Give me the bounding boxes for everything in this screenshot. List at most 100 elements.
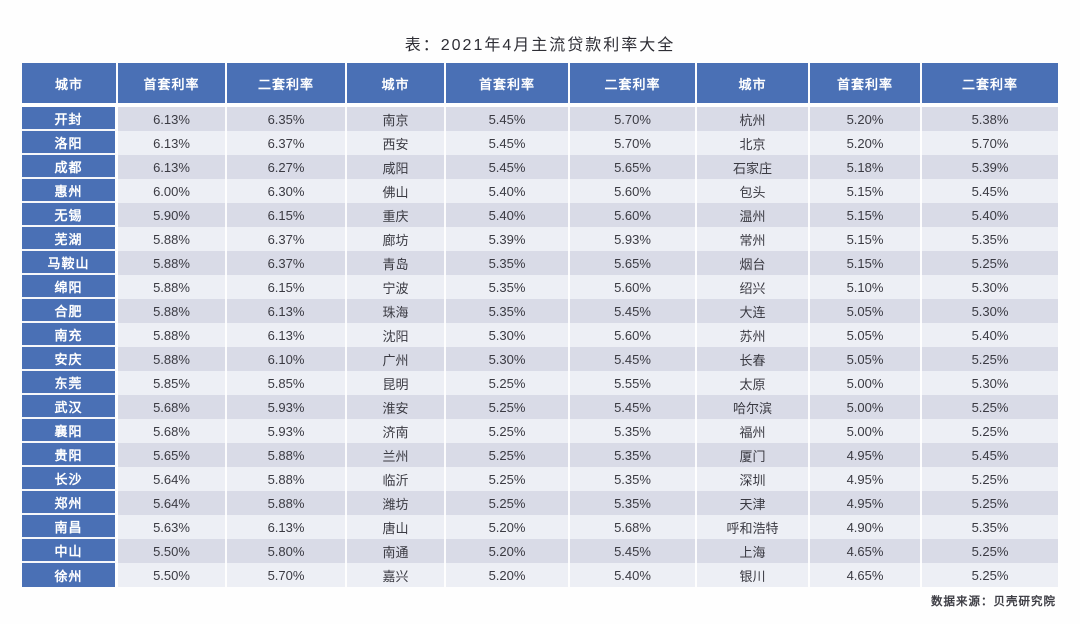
city-cell: 贵阳 (22, 443, 118, 467)
table-header: 城市 首套利率 二套利率 城市 首套利率 二套利率 城市 首套利率 二套利率 (22, 63, 1058, 107)
city-cell: 烟台 (697, 251, 810, 275)
rate-cell: 6.13% (118, 131, 227, 155)
rate-cell: 5.25% (922, 539, 1058, 563)
rate-cell: 5.50% (118, 539, 227, 563)
header-cell: 城市 (22, 63, 118, 107)
city-cell: 温州 (697, 203, 810, 227)
city-cell: 常州 (697, 227, 810, 251)
city-cell: 厦门 (697, 443, 810, 467)
rate-cell: 4.90% (810, 515, 922, 539)
city-cell: 武汉 (22, 395, 118, 419)
city-cell: 长春 (697, 347, 810, 371)
city-cell: 包头 (697, 179, 810, 203)
rate-cell: 6.37% (227, 131, 347, 155)
rate-cell: 5.25% (446, 395, 570, 419)
city-cell: 惠州 (22, 179, 118, 203)
rate-cell: 5.68% (118, 395, 227, 419)
header-cell: 城市 (347, 63, 446, 107)
header-cell: 首套利率 (810, 63, 922, 107)
rate-cell: 5.25% (446, 443, 570, 467)
city-cell: 哈尔滨 (697, 395, 810, 419)
rate-cell: 5.25% (922, 467, 1058, 491)
rate-cell: 5.35% (446, 251, 570, 275)
rate-cell: 5.35% (570, 467, 697, 491)
rate-cell: 5.50% (118, 563, 227, 587)
rate-cell: 6.13% (227, 299, 347, 323)
city-cell: 上海 (697, 539, 810, 563)
rate-cell: 5.25% (922, 419, 1058, 443)
table-row: 洛阳 6.13% 6.37% 西安 5.45% 5.70% 北京 5.20% 5.70% (22, 131, 1058, 155)
city-cell: 南充 (22, 323, 118, 347)
rate-cell: 5.35% (446, 299, 570, 323)
table-row: 惠州 6.00% 6.30% 佛山 5.40% 5.60% 包头 5.15% 5.45% (22, 179, 1058, 203)
rate-cell: 5.00% (810, 419, 922, 443)
rate-cell: 5.65% (118, 443, 227, 467)
rate-cell: 5.30% (922, 371, 1058, 395)
rate-cell: 5.88% (227, 443, 347, 467)
table-row: 无锡 5.90% 6.15% 重庆 5.40% 5.60% 温州 5.15% 5.40% (22, 203, 1058, 227)
table-row: 安庆 5.88% 6.10% 广州 5.30% 5.45% 长春 5.05% 5.25% (22, 347, 1058, 371)
rate-cell: 5.20% (446, 515, 570, 539)
city-cell: 洛阳 (22, 131, 118, 155)
rate-cell: 5.68% (118, 419, 227, 443)
table-body: 开封 6.13% 6.35% 南京 5.45% 5.70% 杭州 5.20% 5.38% 洛阳 6.… (22, 107, 1058, 587)
rate-cell: 5.60% (570, 179, 697, 203)
city-cell: 开封 (22, 107, 118, 131)
rate-cell: 6.37% (227, 251, 347, 275)
rate-cell: 5.05% (810, 347, 922, 371)
city-cell: 唐山 (347, 515, 446, 539)
city-cell: 长沙 (22, 467, 118, 491)
rate-cell: 5.88% (118, 347, 227, 371)
city-cell: 北京 (697, 131, 810, 155)
rate-cell: 5.40% (570, 563, 697, 587)
rate-cell: 5.25% (446, 371, 570, 395)
rate-cell: 5.93% (227, 419, 347, 443)
rate-cell: 5.93% (227, 395, 347, 419)
city-cell: 淮安 (347, 395, 446, 419)
rate-cell: 5.30% (446, 347, 570, 371)
rate-cell: 5.45% (570, 395, 697, 419)
rate-cell: 5.68% (570, 515, 697, 539)
city-cell: 太原 (697, 371, 810, 395)
rate-cell: 5.40% (446, 179, 570, 203)
table-row: 郑州 5.64% 5.88% 潍坊 5.25% 5.35% 天津 4.95% 5.25% (22, 491, 1058, 515)
rate-cell: 5.25% (446, 419, 570, 443)
table-title: 表：2021年4月主流贷款利率大全 (404, 37, 676, 54)
rate-cell: 5.45% (570, 539, 697, 563)
rate-cell: 5.45% (922, 443, 1058, 467)
city-cell: 大连 (697, 299, 810, 323)
city-cell: 嘉兴 (347, 563, 446, 587)
rate-cell: 5.93% (570, 227, 697, 251)
rate-cell: 6.13% (118, 107, 227, 131)
table-row: 东莞 5.85% 5.85% 昆明 5.25% 5.55% 太原 5.00% 5.30% (22, 371, 1058, 395)
table-row: 绵阳 5.88% 6.15% 宁波 5.35% 5.60% 绍兴 5.10% 5.30% (22, 275, 1058, 299)
rate-cell: 5.20% (810, 107, 922, 131)
rate-cell: 5.85% (118, 371, 227, 395)
rate-cell: 5.18% (810, 155, 922, 179)
rate-cell: 5.45% (446, 131, 570, 155)
city-cell: 石家庄 (697, 155, 810, 179)
table-row: 武汉 5.68% 5.93% 淮安 5.25% 5.45% 哈尔滨 5.00% 5.25% (22, 395, 1058, 419)
rate-cell: 5.45% (446, 155, 570, 179)
city-cell: 沈阳 (347, 323, 446, 347)
rate-cell: 5.25% (922, 395, 1058, 419)
rate-cell: 5.45% (570, 299, 697, 323)
rate-cell: 5.45% (922, 179, 1058, 203)
city-cell: 西安 (347, 131, 446, 155)
rate-cell: 5.40% (922, 203, 1058, 227)
city-cell: 南昌 (22, 515, 118, 539)
rate-cell: 5.05% (810, 323, 922, 347)
city-cell: 兰州 (347, 443, 446, 467)
rate-cell: 4.95% (810, 491, 922, 515)
rate-cell: 5.35% (446, 275, 570, 299)
rate-cell: 5.45% (570, 347, 697, 371)
city-cell: 苏州 (697, 323, 810, 347)
city-cell: 呼和浩特 (697, 515, 810, 539)
city-cell: 中山 (22, 539, 118, 563)
rate-cell: 5.30% (446, 323, 570, 347)
table-row: 南充 5.88% 6.13% 沈阳 5.30% 5.60% 苏州 5.05% 5.40% (22, 323, 1058, 347)
rate-cell: 5.55% (570, 371, 697, 395)
rate-cell: 5.05% (810, 299, 922, 323)
table-row: 襄阳 5.68% 5.93% 济南 5.25% 5.35% 福州 5.00% 5.25% (22, 419, 1058, 443)
